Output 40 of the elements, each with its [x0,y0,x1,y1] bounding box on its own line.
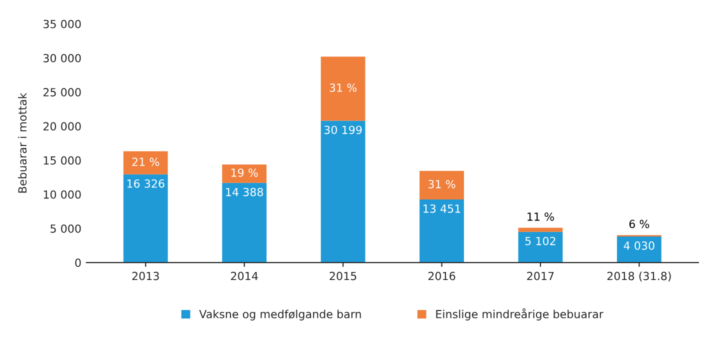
annotation: 6 % [629,220,650,228]
annotation: 19 % [231,168,258,177]
bar [123,174,168,263]
bar [320,56,366,121]
total-label: 14 388 [226,188,264,196]
x-tick-label: 2018 (31.8) [607,272,671,282]
bar [420,199,464,263]
y-tick-label: 0 [75,258,81,267]
x-tick-label: 2016 [428,272,456,280]
x-tick-label: 2015 [330,272,356,280]
annotation: 31 % [330,83,357,92]
bar [420,170,464,200]
y-tick-label: 20 000 [43,122,81,131]
y-axis-title: Bebuarar i mottak [18,92,27,193]
x-tick-label: 2013 [132,272,159,280]
bar [123,151,168,174]
total-label: 16 326 [127,179,164,188]
bar [616,236,662,263]
legend-label: Einslige mindreårige bebuarar [436,308,604,320]
bar [222,182,267,263]
total-label: 5 102 [525,236,556,246]
bar [518,228,563,232]
y-tick-label: 30 000 [44,54,81,62]
bar [518,232,563,263]
annotation: 21 % [132,158,160,166]
bar [222,164,267,183]
total-label: 4 030 [624,241,654,250]
annotation: 11 % [528,212,554,221]
y-tick-label: 35 000 [44,20,81,28]
y-tick-label: 10 000 [44,190,81,199]
x-tick-label: 2014 [231,272,258,280]
y-tick-label: 15 000 [44,156,81,165]
legend-label: Vaksne og medfølgande barn [199,310,361,320]
y-tick-label: 25 000 [43,88,81,96]
total-label: 30 199 [324,126,362,134]
y-tick-label: 5 000 [50,224,81,233]
total-label: 13 451 [424,204,460,213]
bar [320,120,366,263]
x-tick-label: 2017 [527,272,554,280]
annotation: 31 % [428,180,456,188]
